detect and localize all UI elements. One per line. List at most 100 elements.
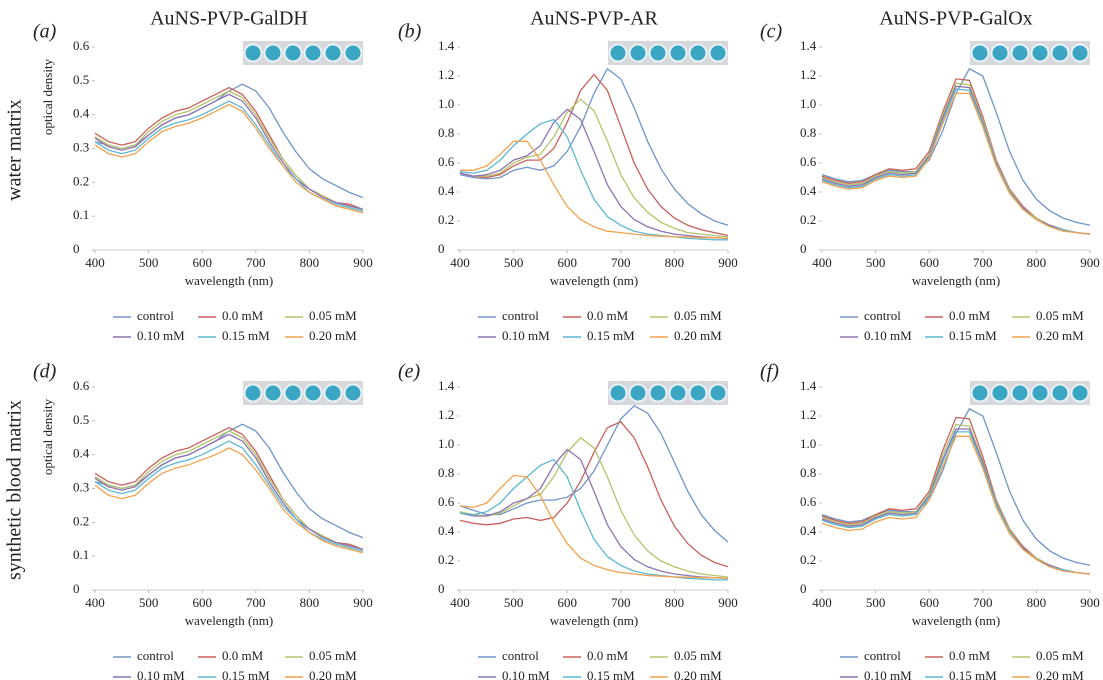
well xyxy=(608,43,628,63)
x-tick-label: 500 xyxy=(139,255,159,270)
well xyxy=(323,43,343,63)
y-tick-label: 1.2 xyxy=(800,67,816,82)
chart-title: AuNS-PVP-GalOx xyxy=(879,8,1032,30)
legend-label: 0.10 mM xyxy=(864,668,912,680)
series-line xyxy=(459,474,729,580)
x-tick-label: 400 xyxy=(812,595,832,610)
x-tick-label: 800 xyxy=(1027,595,1047,610)
panel-label: (e) xyxy=(398,361,421,383)
x-axis-label: wavelength (nm) xyxy=(185,613,273,628)
y-tick-label: 0.6 xyxy=(438,494,455,509)
y-tick-label: 1.2 xyxy=(438,67,454,82)
well xyxy=(303,43,323,63)
y-tick-label: 0.3 xyxy=(73,139,89,154)
y-tick-label: 0.4 xyxy=(73,106,90,121)
x-tick-label: 400 xyxy=(450,255,470,270)
well-strip xyxy=(243,381,363,405)
series-line xyxy=(459,98,729,238)
legend-label: 0.20 mM xyxy=(1036,668,1084,680)
x-tick-label: 400 xyxy=(450,595,470,610)
y-tick-label: 0 xyxy=(800,581,807,596)
legend-label: 0.0 mM xyxy=(222,308,264,323)
legend-label: 0.15 mM xyxy=(949,668,997,680)
y-tick-label: 0 xyxy=(438,241,445,256)
x-tick-label: 900 xyxy=(718,595,738,610)
well xyxy=(343,383,363,403)
series-line xyxy=(459,108,729,240)
y-tick-label: 0.6 xyxy=(73,378,90,393)
well xyxy=(1030,43,1050,63)
x-tick-label: 600 xyxy=(557,255,577,270)
y-tick-label: 1.0 xyxy=(438,436,454,451)
y-tick-label: 0.8 xyxy=(800,125,816,140)
x-tick-label: 700 xyxy=(973,255,993,270)
legend-label: 0.10 mM xyxy=(502,328,550,343)
well xyxy=(990,383,1010,403)
y-tick-label: 0.6 xyxy=(800,154,817,169)
well xyxy=(628,383,648,403)
legend-label: 0.0 mM xyxy=(949,648,991,663)
x-tick-label: 800 xyxy=(1027,255,1047,270)
legend-label: 0.15 mM xyxy=(222,668,270,680)
x-tick-label: 500 xyxy=(866,255,886,270)
x-tick-label: 600 xyxy=(919,595,939,610)
x-tick-label: 800 xyxy=(665,595,685,610)
x-tick-label: 700 xyxy=(611,255,631,270)
series-line xyxy=(459,421,729,568)
legend-label: control xyxy=(137,308,174,323)
x-tick-label: 800 xyxy=(665,255,685,270)
y-tick-label: 0.6 xyxy=(438,154,455,169)
y-tick-label: 0.8 xyxy=(438,465,454,480)
legend-label: control xyxy=(502,648,539,663)
panel-label: (a) xyxy=(33,21,57,43)
series-line xyxy=(459,67,729,226)
well xyxy=(1050,383,1070,403)
y-tick-label: 0.2 xyxy=(73,513,89,528)
y-tick-label: 0.8 xyxy=(800,465,816,480)
legend-label: 0.05 mM xyxy=(309,648,357,663)
well xyxy=(263,383,283,403)
well xyxy=(708,383,728,403)
legend-label: 0.10 mM xyxy=(137,668,185,680)
y-tick-label: 0.5 xyxy=(73,72,89,87)
legend-label: 0.20 mM xyxy=(309,328,357,343)
panel-label: (d) xyxy=(33,361,57,383)
x-tick-label: 500 xyxy=(504,255,524,270)
x-axis-label: wavelength (nm) xyxy=(185,273,273,288)
series-line xyxy=(821,435,1091,575)
series-line xyxy=(460,140,729,240)
y-tick-label: 0 xyxy=(438,581,445,596)
x-tick-label: 900 xyxy=(353,595,373,610)
y-tick-label: 0.2 xyxy=(800,212,816,227)
panel-label: (b) xyxy=(398,21,422,43)
y-axis-label: optical density xyxy=(40,398,55,475)
y-axis-label: optical density xyxy=(40,58,55,135)
well xyxy=(608,383,628,403)
legend-label: 0.05 mM xyxy=(674,648,722,663)
well xyxy=(970,383,990,403)
well xyxy=(970,43,990,63)
well xyxy=(668,43,688,63)
y-tick-label: 1.2 xyxy=(438,407,454,422)
legend-label: 0.10 mM xyxy=(502,668,550,680)
series-line xyxy=(821,85,1091,235)
series-line xyxy=(459,436,729,578)
legend-label: 0.20 mM xyxy=(674,668,722,680)
well xyxy=(1010,383,1030,403)
series-line xyxy=(459,458,728,581)
series-line xyxy=(459,404,729,543)
legend-label: 0.20 mM xyxy=(1036,328,1084,343)
y-tick-label: 0.2 xyxy=(438,212,454,227)
y-tick-label: 1.2 xyxy=(800,407,816,422)
chart-title: AuNS-PVP-AR xyxy=(530,8,658,30)
legend-label: 0.15 mM xyxy=(587,328,635,343)
well xyxy=(1070,383,1090,403)
series-line xyxy=(459,118,728,241)
row-label: synthetic blood matrix xyxy=(4,400,26,580)
legend-label: 0.15 mM xyxy=(587,668,635,680)
well xyxy=(688,383,708,403)
legend-label: 0.05 mM xyxy=(674,308,722,323)
row-label: water matrix xyxy=(4,99,26,201)
legend-label: 0.0 mM xyxy=(587,648,629,663)
y-tick-label: 1.0 xyxy=(800,436,816,451)
